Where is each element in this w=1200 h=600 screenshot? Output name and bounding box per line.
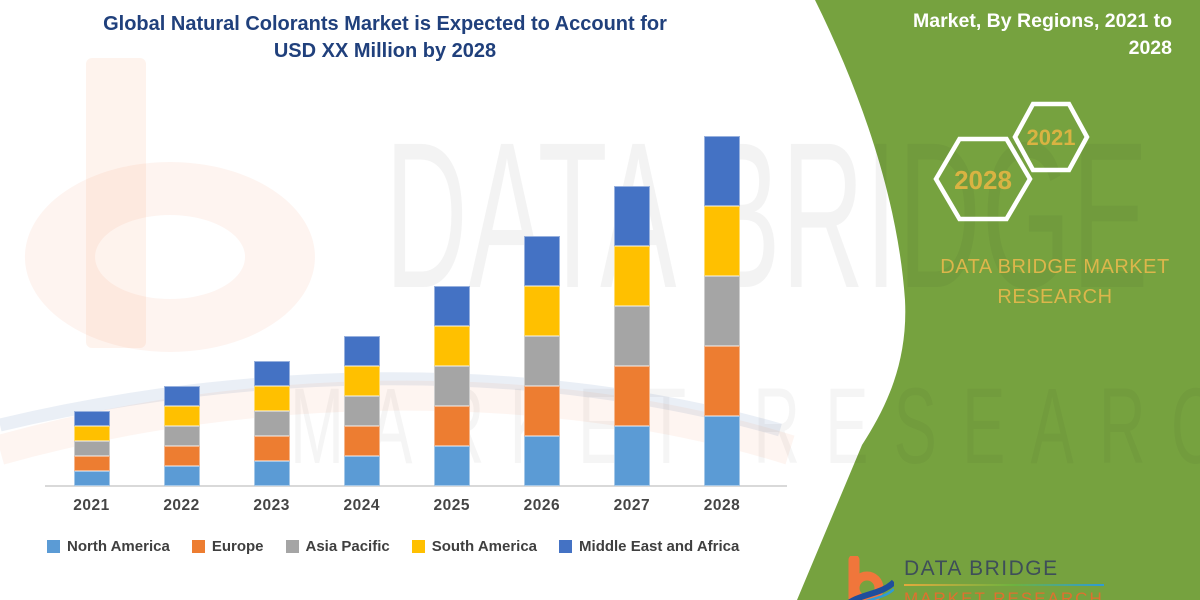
bar-segment bbox=[253, 461, 290, 486]
legend-swatch bbox=[191, 540, 205, 553]
bar-segment bbox=[613, 306, 650, 366]
bar-stack-2026 bbox=[523, 236, 560, 486]
bar-segment bbox=[163, 406, 200, 426]
chart-title-line1: Global Natural Colorants Market is Expec… bbox=[103, 13, 667, 35]
bar-segment bbox=[613, 366, 650, 426]
legend-label: Middle East and Africa bbox=[579, 538, 740, 555]
bar-segment bbox=[163, 466, 200, 486]
footer-logo-subtitle: MARKET RESEARCH bbox=[904, 589, 1104, 600]
hexagon-2021 bbox=[1012, 101, 1090, 173]
legend-item: Middle East and Africa bbox=[559, 538, 739, 555]
legend-item: South America bbox=[411, 538, 538, 555]
bar-segment bbox=[703, 206, 740, 276]
bar-segment bbox=[523, 386, 560, 436]
brand-caption: DATA BRIDGE MARKET RESEARCH bbox=[940, 256, 1170, 308]
bar-segment bbox=[253, 361, 290, 386]
data-bridge-logo-icon bbox=[847, 556, 894, 600]
footer-logo-rule bbox=[904, 584, 1104, 586]
hexagon-2028 bbox=[933, 136, 1033, 222]
bar-segment bbox=[73, 411, 110, 426]
legend-item: Asia Pacific bbox=[285, 538, 390, 555]
legend-item: North America bbox=[47, 538, 170, 555]
bar-stack-2024 bbox=[343, 336, 380, 486]
legend-label: Europe bbox=[211, 538, 264, 555]
x-tick-label: 2027 bbox=[613, 497, 651, 514]
bar-segment bbox=[163, 446, 200, 466]
x-tick-label: 2028 bbox=[703, 497, 741, 514]
legend-label: North America bbox=[67, 538, 170, 555]
bar-segment bbox=[433, 326, 470, 366]
bar-segment bbox=[433, 286, 470, 326]
legend-swatch bbox=[411, 540, 425, 553]
bar-stack-2028 bbox=[703, 136, 740, 486]
bar-segment bbox=[433, 406, 470, 446]
bar-segment bbox=[343, 456, 380, 486]
x-tick-label: 2026 bbox=[523, 497, 561, 514]
hexagon-2028-label: 2028 bbox=[954, 165, 1012, 195]
bar-stack-2023 bbox=[253, 361, 290, 486]
chart-legend: North America Europe Asia Pacific South Ame… bbox=[47, 538, 739, 555]
footer-logo: DATA BRIDGE MARKET RESEARCH bbox=[842, 556, 1104, 600]
bar-segment bbox=[163, 426, 200, 446]
legend-swatch bbox=[559, 540, 573, 553]
x-tick-label: 2021 bbox=[73, 497, 110, 514]
x-tick-label: 2025 bbox=[433, 497, 470, 514]
footer-logo-title: DATA BRIDGE bbox=[904, 557, 1059, 580]
bar-segment bbox=[343, 336, 380, 366]
bar-segment bbox=[613, 246, 650, 306]
panel-banner-text: Market, By Regions, 2021 to 2028 bbox=[912, 10, 1172, 59]
bar-segment bbox=[433, 446, 470, 486]
bar-segment bbox=[613, 426, 650, 486]
legend-item: Europe bbox=[191, 538, 264, 555]
bar-segment bbox=[523, 336, 560, 386]
bar-segment bbox=[703, 136, 740, 206]
legend-label: South America bbox=[431, 538, 538, 555]
legend-swatch bbox=[47, 540, 60, 553]
bar-segment bbox=[253, 411, 290, 436]
bar-stack-2021 bbox=[73, 411, 110, 486]
bar-segment bbox=[343, 396, 380, 426]
bar-stack-2025 bbox=[433, 286, 470, 486]
x-tick-label: 2022 bbox=[163, 497, 200, 514]
bar-segment bbox=[73, 441, 110, 456]
bar-segment bbox=[343, 366, 380, 396]
chart-title-line2: USD XX Million by 2028 bbox=[273, 40, 497, 62]
chart-title: Global Natural Colorants Market is Expec… bbox=[45, 11, 725, 65]
bar-segment bbox=[703, 416, 740, 486]
legend-label: Asia Pacific bbox=[305, 538, 390, 555]
bar-segment bbox=[523, 436, 560, 486]
bar-segment bbox=[523, 236, 560, 286]
bar-segment bbox=[703, 346, 740, 416]
x-tick-label: 2023 bbox=[253, 497, 290, 514]
bar-segment bbox=[523, 286, 560, 336]
footer-logo-text: DATA BRIDGE MARKET RESEARCH bbox=[904, 556, 1104, 600]
bar-segment bbox=[253, 386, 290, 411]
x-axis-line bbox=[45, 485, 787, 487]
bar-stack-2027 bbox=[613, 186, 650, 486]
bar-segment bbox=[73, 471, 110, 486]
bar-segment bbox=[433, 366, 470, 406]
bar-segment bbox=[343, 426, 380, 456]
bar-segment bbox=[163, 386, 200, 406]
bar-segment bbox=[703, 276, 740, 346]
bar-stack-2022 bbox=[163, 386, 200, 486]
bar-segment bbox=[253, 436, 290, 461]
bar-segment bbox=[613, 186, 650, 246]
x-tick-label: 2024 bbox=[343, 497, 380, 514]
legend-swatch bbox=[285, 540, 299, 553]
bar-segment bbox=[73, 456, 110, 471]
hexagon-2021-label: 2021 bbox=[1027, 125, 1076, 150]
bar-segment bbox=[73, 426, 110, 441]
